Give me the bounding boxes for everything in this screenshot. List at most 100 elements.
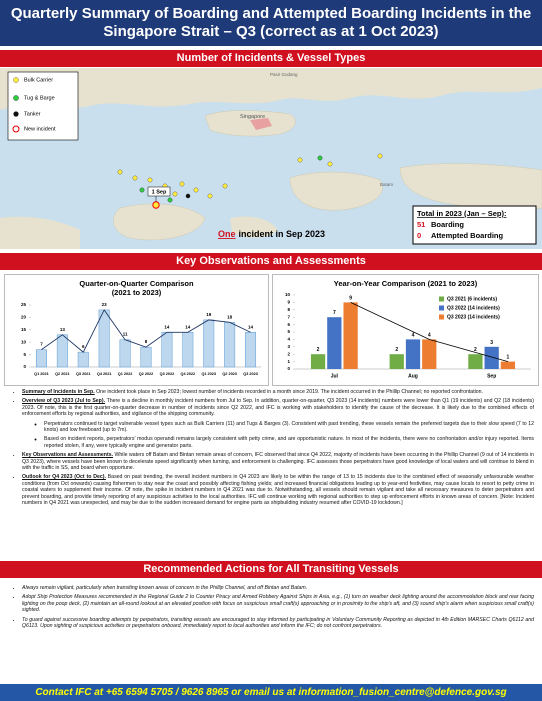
incident-label: 1 Sep	[152, 189, 167, 195]
marker	[185, 193, 191, 199]
x-tick-label: Q2 2021	[55, 372, 70, 376]
x-tick-label: Q4 2021	[97, 372, 112, 376]
x-tick-label: Q3 2023	[243, 372, 258, 376]
new-incident-marker	[152, 201, 160, 209]
observation-lead: Outlook for Q4 2023 (Oct to Dec).	[22, 474, 106, 481]
bar	[98, 309, 110, 368]
bar	[140, 346, 152, 368]
data-label: 14	[248, 324, 254, 329]
qoq-chart: Quarter-on-Quarter Comparison(2021 to 20…	[4, 274, 269, 386]
marker	[179, 181, 185, 187]
bar	[422, 339, 437, 369]
marker	[222, 183, 228, 189]
data-label: 2	[395, 347, 398, 353]
observation-list: Summary of Incidents in Sep. One inciden…	[10, 389, 534, 507]
observation: Overview of Q3 2023 (Jul to Sep). There …	[22, 398, 534, 449]
y-tick-label: 7	[287, 314, 290, 319]
bar	[343, 302, 358, 369]
data-label: 7	[333, 310, 336, 316]
y-tick-label: 25	[21, 302, 27, 307]
legend-label: Tanker	[24, 111, 41, 117]
y-tick-label: 2	[287, 351, 290, 356]
sub-item: Perpetrators continued to target vulnera…	[44, 421, 534, 434]
section-header: Recommended Actions for All Transiting V…	[0, 561, 542, 578]
sub-list: Perpetrators continued to target vulnera…	[22, 421, 534, 450]
observation-lead: Summary of Incidents in Sep.	[22, 389, 95, 395]
x-tick-label: Q4 2022	[181, 372, 196, 376]
observation: Outlook for Q4 2023 (Oct to Dec). Based …	[22, 474, 534, 506]
land	[0, 216, 80, 249]
data-label: 2	[474, 347, 477, 353]
legend-label: Bulk Carrier	[24, 77, 53, 83]
data-label: 19	[206, 312, 212, 317]
y-tick-label: 20	[21, 315, 27, 320]
data-label: 18	[227, 314, 233, 319]
y-tick-label: 4	[287, 337, 290, 342]
marker	[317, 155, 323, 161]
land	[250, 118, 272, 130]
sub-item: Based on incident reports, perpetrators'…	[44, 436, 534, 449]
footer: Contact IFC at +65 6594 5705 / 9626 8965…	[0, 684, 542, 701]
marker	[207, 193, 213, 199]
action: Adopt Ship Protection Measures recommend…	[22, 594, 534, 613]
observation: Summary of Incidents in Sep. One inciden…	[22, 389, 534, 395]
total-label: Attempted Boarding	[431, 231, 504, 240]
x-tick-label: Q3 2021	[76, 372, 91, 376]
data-label: 3	[490, 340, 493, 346]
marker	[139, 187, 145, 193]
land	[230, 216, 278, 238]
y-tick-label: 8	[287, 307, 290, 312]
page-title: Quarterly Summary of Boarding and Attemp…	[0, 0, 542, 46]
x-tick-label: Q1 2021	[34, 372, 49, 376]
bar	[327, 317, 342, 369]
x-tick-label: Q2 2022	[139, 372, 154, 376]
observation-lead: Overview of Q3 2023 (Jul to Sep).	[22, 398, 106, 405]
trend-line	[41, 309, 251, 353]
data-label: 14	[164, 324, 170, 329]
yoy-chart: Year-on-Year Comparison (2021 to 2023) 0 1…	[272, 274, 539, 386]
legend-box	[7, 71, 79, 141]
marker	[132, 175, 138, 181]
callout-highlight: One	[218, 229, 236, 239]
x-tick-label: Aug	[408, 373, 418, 379]
data-label: 6	[82, 344, 85, 349]
bar	[35, 349, 47, 368]
legend-label: Tug & Barge	[24, 95, 55, 101]
legend-label: New incident	[24, 126, 56, 132]
callout-text: incident in Sep 2023	[239, 229, 326, 239]
place-label: Singapore	[240, 114, 265, 120]
land	[204, 110, 296, 137]
data-label: 9	[349, 295, 352, 301]
legend-swatch	[439, 305, 444, 311]
bar	[245, 332, 257, 368]
data-label: 4	[428, 332, 431, 338]
observation-text: Based on past trending, the overall inci…	[22, 474, 534, 507]
x-tick-label: Q1 2022	[118, 372, 133, 376]
bar	[468, 354, 483, 369]
y-tick-label: 9	[287, 300, 290, 305]
y-tick-label: 5	[23, 352, 26, 357]
observations: Summary of Incidents in Sep. One inciden…	[10, 389, 534, 510]
callout: One incident in Sep 2023	[218, 229, 325, 239]
data-label: 23	[102, 302, 108, 307]
x-tick-label: Q3 2022	[160, 372, 175, 376]
trend-line	[350, 302, 509, 362]
section-header: Key Observations and Assessments	[0, 253, 542, 270]
marker	[147, 177, 153, 183]
bar	[56, 334, 68, 368]
legend-label: Q3 2023 (14 incidents)	[447, 314, 500, 320]
land	[113, 203, 206, 241]
marker	[297, 157, 303, 163]
y-tick-label: 10	[285, 292, 291, 297]
data-label: 2	[317, 347, 320, 353]
y-tick-label: 6	[287, 322, 290, 327]
bar	[203, 319, 215, 368]
total-label: Boarding	[431, 220, 464, 229]
data-label: 7	[40, 342, 43, 347]
legend-swatch	[13, 111, 19, 117]
marker	[172, 191, 178, 197]
observation-lead: Key Observations and Assessments.	[22, 452, 114, 459]
legend-label: Q3 2022 (14 incidents)	[447, 305, 500, 311]
bar	[161, 332, 173, 368]
legend-swatch	[13, 77, 19, 83]
